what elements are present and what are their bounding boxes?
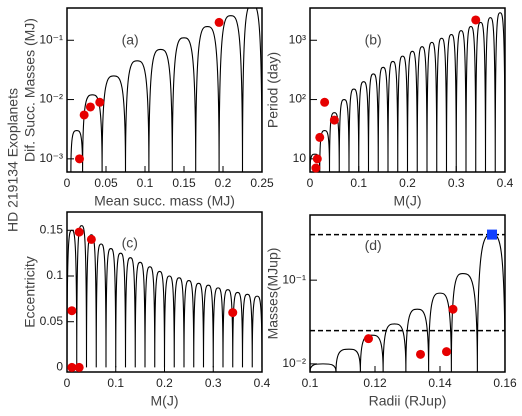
plot-area <box>310 12 505 172</box>
data-point <box>74 227 84 237</box>
x-tick-label: 0 <box>307 176 314 190</box>
data-point <box>448 304 458 314</box>
y-tick-label: 0 <box>56 360 63 374</box>
x-tick-label: 0.1 <box>107 376 124 390</box>
data-point <box>85 102 95 112</box>
x-tick-label: 0.2 <box>215 176 232 190</box>
plot-area <box>67 225 262 368</box>
panel-label: (d) <box>365 237 382 253</box>
data-point <box>214 17 224 27</box>
y-axis-label: Period (day) <box>265 52 281 128</box>
y-axis-label: Dif. Succ. Masses (MJ) <box>22 18 38 162</box>
arc-curve <box>70 8 262 172</box>
data-point <box>416 349 425 359</box>
plot-area <box>310 233 505 372</box>
y-tick-label: 0.1 <box>46 268 63 282</box>
axes-frame <box>66 7 263 173</box>
x-tick-label: 0.3 <box>448 176 465 190</box>
data-point <box>74 362 84 372</box>
arc-curve <box>310 12 505 172</box>
y-tick-label: 10⁻¹ <box>282 272 306 286</box>
data-point <box>320 97 330 107</box>
x-tick-label: 0 <box>64 376 71 390</box>
square-marker <box>487 229 497 240</box>
data-point <box>67 362 77 372</box>
plot-area <box>70 8 262 172</box>
x-tick-label: 0.15 <box>172 176 196 190</box>
x-tick-label: 0.3 <box>205 376 222 390</box>
x-tick-label: 0.16 <box>493 376 517 390</box>
panel-label: (b) <box>365 32 382 48</box>
data-point <box>312 154 322 164</box>
panel-label: (c) <box>122 235 138 251</box>
x-tick-label: 0.14 <box>428 376 452 390</box>
arc-curve <box>310 234 505 372</box>
y-tick-label: 10 <box>293 151 307 165</box>
axes-frame <box>309 214 506 373</box>
y-tick-label: 10⁻³ <box>39 151 63 165</box>
data-point <box>315 132 325 142</box>
y-tick-label: 10⁻² <box>282 356 306 370</box>
data-point <box>95 97 105 107</box>
data-point <box>228 308 238 318</box>
y-axis-label: Eccentricity <box>22 256 38 328</box>
y-axis-label: Masses(MJup) <box>265 248 281 340</box>
x-tick-label: 0.4 <box>254 376 271 390</box>
x-tick-label: 0.4 <box>497 176 514 190</box>
data-point <box>79 110 89 120</box>
x-tick-label: 0.05 <box>94 176 118 190</box>
data-point <box>471 15 481 25</box>
arc-curve <box>67 225 262 368</box>
data-point <box>329 115 339 125</box>
data-point <box>442 347 451 357</box>
x-tick-label: 0.12 <box>363 376 387 390</box>
x-tick-label: 0 <box>64 176 71 190</box>
x-tick-label: 0.2 <box>399 176 416 190</box>
side-label: HD 219134 Exoplanets <box>5 88 21 232</box>
y-tick-label: 10³ <box>289 32 306 46</box>
y-tick-label: 10² <box>289 92 306 106</box>
x-tick-label: 0.1 <box>350 176 367 190</box>
x-axis-label: M(J) <box>394 193 422 209</box>
x-axis-label: M(J) <box>151 393 179 409</box>
x-tick-label: 0.2 <box>156 376 173 390</box>
y-tick-label: 0.15 <box>40 222 64 236</box>
data-point <box>364 334 373 344</box>
y-tick-label: 10⁻² <box>39 92 63 106</box>
panel-label: (a) <box>122 32 139 48</box>
x-axis-label: Radii (RJup) <box>369 393 447 409</box>
x-axis-label: Mean succ. mass (MJ) <box>94 193 235 209</box>
x-tick-label: 0.25 <box>250 176 274 190</box>
y-tick-label: 10⁻¹ <box>39 32 63 46</box>
y-tick-label: 0.05 <box>40 314 64 328</box>
data-point <box>311 163 321 173</box>
x-tick-label: 0.1 <box>137 176 154 190</box>
x-tick-label: 0.1 <box>302 376 319 390</box>
data-point <box>74 154 84 164</box>
data-point <box>86 234 96 244</box>
data-point <box>67 306 77 316</box>
